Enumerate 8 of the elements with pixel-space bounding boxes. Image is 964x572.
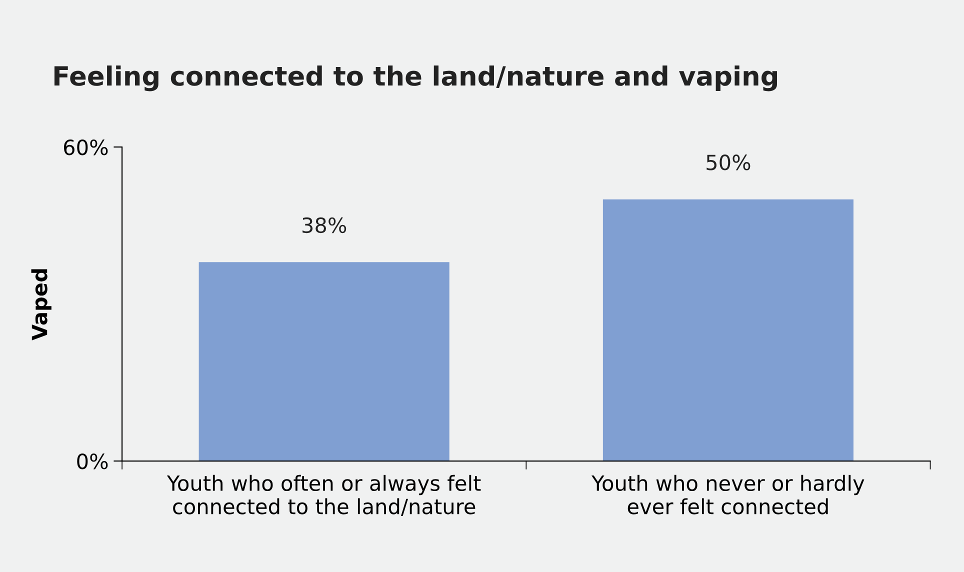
- x-tick-label: Youth who never or hardly ever felt connected: [592, 474, 864, 514]
- y-tick-label: 60%: [64, 139, 108, 156]
- data-label: 50%: [706, 154, 750, 170]
- chart-title: Feeling connected to the land/nature and vaping: [54, 65, 778, 92]
- x-tick-label: Youth who often or always felt connected to the land/nature: [166, 474, 481, 516]
- y-axis-title: Vaped: [31, 269, 52, 340]
- data-label: 38%: [302, 217, 346, 234]
- y-tick-label: 0%: [77, 453, 108, 470]
